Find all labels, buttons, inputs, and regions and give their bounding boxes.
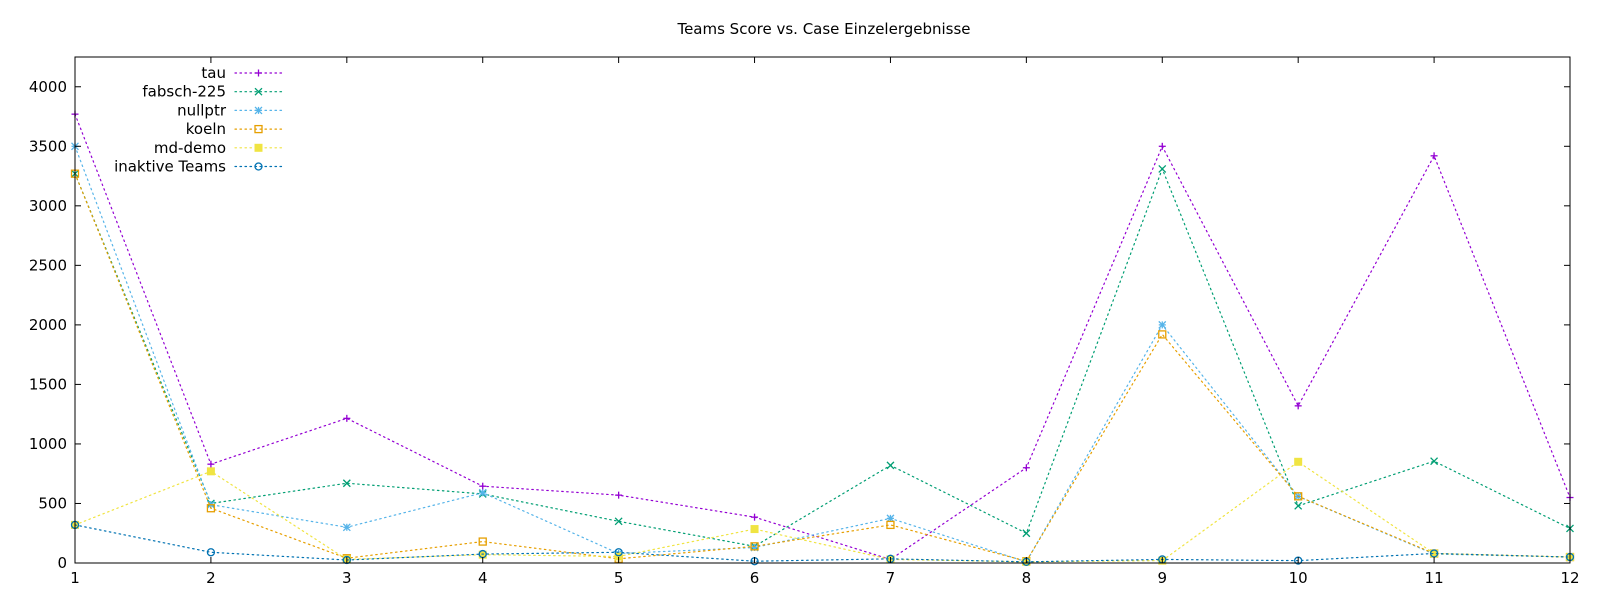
data-point	[1294, 492, 1303, 501]
x-tick-label: 7	[886, 569, 896, 587]
series-line-2	[74, 145, 1571, 563]
data-point	[206, 548, 216, 557]
series-line-5	[74, 524, 1571, 563]
data-point	[343, 414, 351, 422]
legend-item: md-demo	[154, 139, 283, 157]
data-point	[751, 513, 759, 521]
legend-marker	[254, 87, 263, 96]
data-point	[1430, 549, 1439, 558]
x-tick-label: 12	[1560, 569, 1579, 587]
data-point	[1158, 142, 1166, 150]
data-point	[614, 517, 623, 526]
legend-marker	[254, 143, 263, 152]
legend-marker	[255, 69, 262, 77]
data-point	[1429, 549, 1439, 558]
series-line-4	[74, 461, 1571, 563]
data-point	[1158, 164, 1167, 173]
legend-item: nullptr	[177, 101, 283, 119]
y-tick-label: 0	[57, 554, 67, 572]
data-point	[1294, 501, 1303, 510]
data-point	[206, 504, 216, 513]
y-tick-label: 4000	[29, 78, 67, 96]
data-point	[1430, 457, 1439, 466]
data-point	[750, 542, 759, 551]
series-line-1	[74, 167, 1571, 547]
y-tick-label: 2500	[29, 256, 67, 274]
y-tick-label: 2000	[29, 316, 67, 334]
legend-label: tau	[201, 64, 226, 82]
legend-label: fabsch-225	[142, 83, 226, 101]
data-point	[1022, 464, 1030, 472]
data-point	[886, 514, 895, 523]
data-point	[614, 552, 623, 561]
data-point	[750, 525, 759, 534]
data-point	[342, 523, 351, 532]
x-tick-label: 1	[70, 569, 80, 587]
axes: 1 2 3 4 5 6 7 8 9 10 11 120500100015002000250030003…	[29, 56, 1580, 587]
data-point	[479, 482, 487, 490]
legend-item: koeln	[186, 120, 283, 138]
data-point	[478, 488, 487, 497]
data-point	[1022, 529, 1031, 538]
legend-label: koeln	[186, 120, 226, 138]
x-tick-label: 3	[342, 569, 352, 587]
legend-label: nullptr	[177, 101, 227, 119]
legend-marker	[254, 162, 263, 171]
x-tick-label: 6	[750, 569, 760, 587]
data-point	[1158, 330, 1167, 339]
data-point	[886, 461, 895, 470]
legend-label: md-demo	[154, 139, 226, 157]
legend: taufabsch-225nullptrkoelnmd-demoinaktive…	[114, 64, 283, 176]
data-point	[206, 467, 215, 476]
x-tick-label: 11	[1425, 569, 1444, 587]
series-line-3	[74, 173, 1571, 562]
y-tick-label: 500	[38, 494, 67, 512]
x-tick-label: 4	[478, 569, 488, 587]
data-point	[615, 491, 623, 499]
legend-marker	[254, 124, 263, 134]
data-point	[478, 537, 487, 546]
y-tick-label: 3000	[29, 197, 67, 215]
y-tick-label: 1500	[29, 375, 67, 393]
data-point	[207, 460, 215, 468]
x-tick-label: 8	[1022, 569, 1032, 587]
data-point	[614, 548, 623, 557]
data-point	[1294, 457, 1303, 466]
legend-label: inaktive Teams	[114, 158, 226, 176]
x-tick-label: 2	[206, 569, 216, 587]
data-point	[1294, 402, 1302, 410]
x-tick-label: 10	[1289, 569, 1308, 587]
plot-area	[70, 110, 1575, 566]
data-point	[342, 479, 351, 488]
plot-frame	[74, 56, 1571, 564]
chart-title: Teams Score vs. Case Einzelergebnisse	[676, 20, 970, 38]
legend-marker	[254, 106, 263, 115]
y-tick-label: 3500	[29, 137, 67, 155]
legend-item: fabsch-225	[142, 83, 283, 101]
data-point	[886, 520, 895, 530]
data-point	[342, 555, 351, 565]
data-point	[1430, 152, 1438, 160]
x-tick-label: 5	[614, 569, 624, 587]
x-tick-label: 9	[1157, 569, 1167, 587]
data-point	[1158, 320, 1167, 329]
legend-item: inaktive Teams	[114, 158, 283, 176]
series-line-0	[74, 113, 1571, 561]
y-tick-label: 1000	[29, 435, 67, 453]
legend-item: tau	[201, 64, 283, 82]
